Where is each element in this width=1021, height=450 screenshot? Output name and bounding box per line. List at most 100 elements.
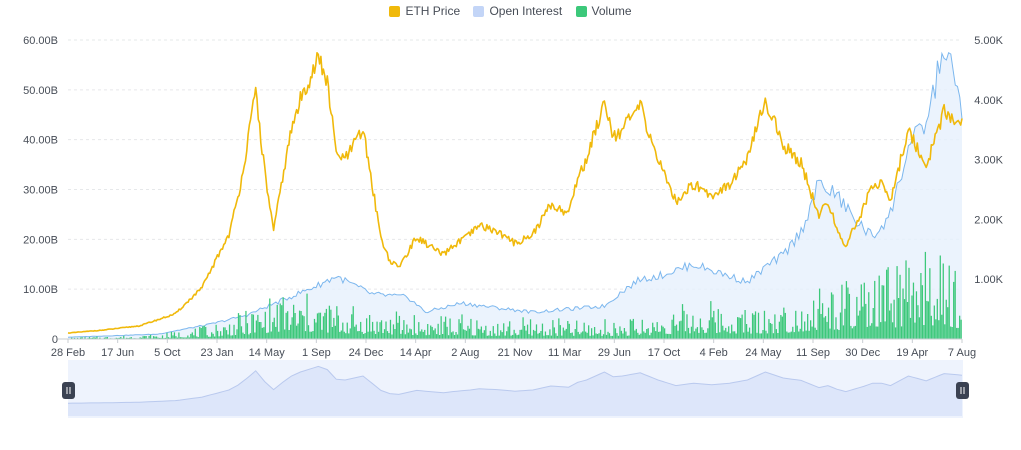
x-tick-label: 14 Apr: [400, 347, 432, 359]
volume-bar: [492, 326, 494, 339]
volume-bar: [245, 310, 247, 339]
volume-bar: [416, 335, 418, 339]
volume-bar: [707, 328, 709, 339]
volume-bar: [398, 315, 401, 339]
volume-bar: [120, 337, 122, 339]
navigator-left-handle-grip[interactable]: [62, 382, 75, 399]
volume-bar: [786, 331, 788, 339]
volume-bar: [374, 334, 377, 339]
legend-item-volume[interactable]: Volume: [575, 4, 632, 18]
volume-bar: [933, 305, 935, 339]
volume-bar: [450, 332, 453, 339]
volume-bar: [634, 330, 636, 339]
volume-bar: [742, 332, 745, 339]
volume-bar: [176, 337, 179, 339]
volume-bar: [455, 332, 457, 339]
volume-bar: [921, 285, 924, 339]
volume-bar: [361, 331, 363, 339]
volume-bar: [833, 329, 836, 339]
volume-bar: [710, 301, 712, 339]
volume-bar: [248, 334, 250, 339]
y-right-tick-label: 2.00K: [974, 214, 1003, 226]
x-tick-label: 21 Nov: [498, 347, 533, 359]
volume-bar: [517, 334, 520, 339]
volume-bar: [123, 335, 125, 339]
volume-bar: [439, 335, 441, 339]
volume-bar: [632, 318, 634, 339]
volume-bar: [781, 316, 783, 339]
volume-bar: [608, 333, 611, 339]
volume-bar: [509, 321, 511, 339]
volume-bar: [477, 328, 480, 339]
volume-bar: [214, 336, 216, 339]
volume-bar: [84, 337, 86, 339]
volume-bar: [698, 332, 700, 339]
volume-bar: [339, 331, 341, 339]
volume-bar: [897, 298, 900, 339]
volume-bar: [874, 280, 876, 339]
volume-bar: [699, 318, 702, 339]
volume-bar: [836, 329, 839, 339]
volume-bar: [860, 284, 862, 339]
volume-bar: [428, 334, 430, 339]
volume-bar: [641, 319, 643, 339]
volume-bar: [292, 304, 295, 339]
volume-bar: [118, 337, 120, 339]
volume-bar: [512, 334, 514, 339]
volume-bar: [279, 303, 281, 339]
volume-bar: [614, 328, 617, 339]
volume-bar: [924, 251, 927, 339]
volume-bar: [678, 321, 681, 339]
volume-bar: [382, 333, 384, 339]
volume-bar: [671, 319, 673, 339]
volume-bar: [543, 335, 545, 339]
volume-bar: [346, 322, 348, 339]
volume-bar: [807, 314, 809, 339]
volume-bar: [590, 328, 593, 339]
volume-bar: [556, 335, 558, 339]
volume-bar: [838, 330, 840, 339]
volume-bar: [768, 319, 770, 339]
navigator-right-handle[interactable]: [956, 382, 969, 399]
volume-bar: [911, 295, 913, 339]
legend-item-open-interest[interactable]: Open Interest: [473, 4, 562, 18]
volume-bar: [242, 332, 244, 339]
navigator-right-handle-grip[interactable]: [956, 382, 969, 399]
volume-bar: [656, 322, 658, 339]
volume-bar: [681, 304, 684, 339]
volume-bar: [944, 324, 946, 339]
volume-bar: [672, 314, 675, 339]
volume-bar: [763, 310, 766, 339]
volume-bar: [792, 326, 794, 339]
volume-bar: [391, 334, 393, 339]
volume-bar: [486, 335, 488, 339]
volume-bar: [771, 323, 773, 339]
volume-bar: [355, 324, 357, 339]
volume-bar: [664, 328, 666, 339]
volume-bar: [480, 326, 482, 339]
volume-bar: [920, 273, 922, 339]
volume-bar: [610, 335, 612, 339]
volume-bar: [827, 307, 830, 339]
y-right-tick-label: 1.00K: [974, 274, 1003, 286]
volume-bar: [424, 329, 426, 339]
volume-bar: [282, 297, 284, 339]
volume-bar: [734, 331, 736, 339]
range-navigator[interactable]: [62, 360, 969, 418]
volume-bar: [425, 335, 427, 339]
volume-bar: [820, 314, 822, 339]
volume-bar: [832, 294, 834, 339]
volume-bar: [765, 330, 767, 339]
volume-bar: [199, 326, 201, 339]
volume-bar: [605, 334, 608, 339]
volume-bar: [251, 314, 253, 339]
volume-bar: [194, 328, 196, 339]
volume-bar: [528, 334, 530, 339]
volume-bar: [488, 335, 490, 339]
navigator-left-handle[interactable]: [62, 382, 75, 399]
x-tick-label: 5 Oct: [154, 347, 180, 359]
volume-bar: [953, 281, 955, 339]
volume-bar: [300, 311, 302, 339]
volume-bar: [227, 334, 229, 339]
legend-item-eth-price[interactable]: ETH Price: [389, 4, 460, 18]
